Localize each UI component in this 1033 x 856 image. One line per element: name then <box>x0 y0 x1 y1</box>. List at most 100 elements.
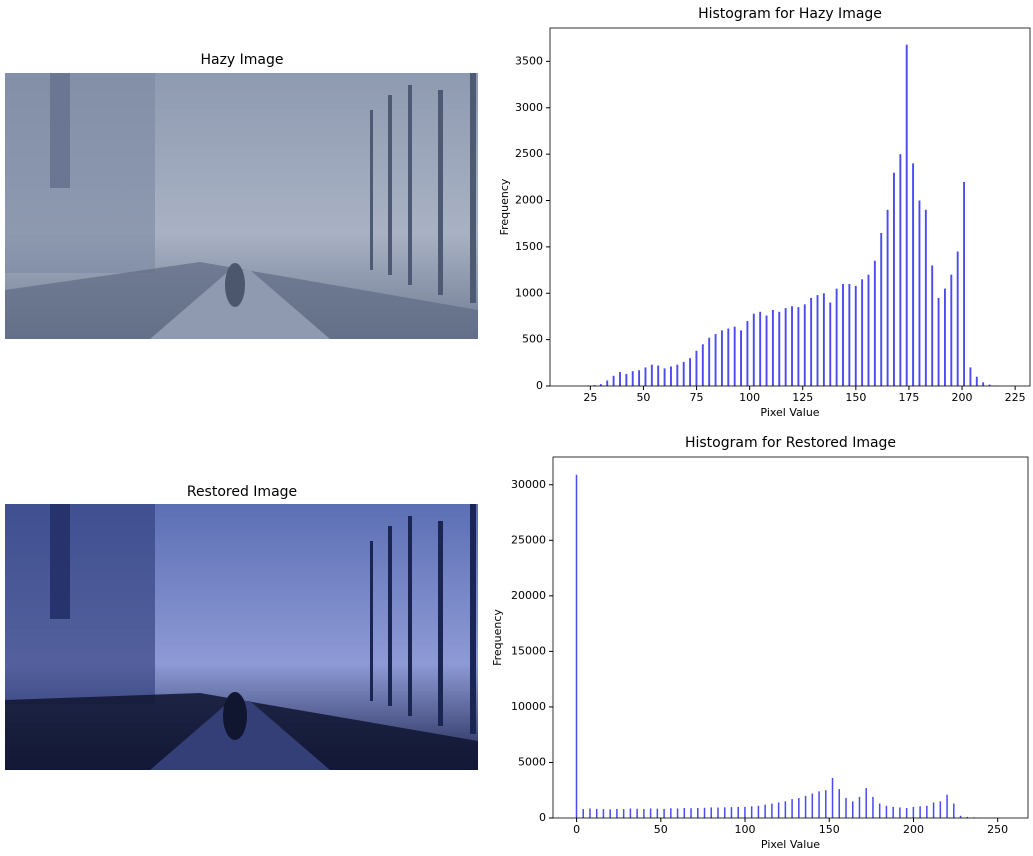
bar <box>737 806 739 818</box>
x-axis-label: Pixel Value <box>760 406 819 419</box>
image-title: Restored Image <box>187 484 297 500</box>
y-tick-label: 1000 <box>515 286 543 299</box>
bar <box>744 806 746 818</box>
bar <box>690 808 692 818</box>
bar <box>657 365 660 386</box>
y-tick-label: 3000 <box>515 101 543 114</box>
bar <box>656 808 659 818</box>
bar <box>975 376 978 386</box>
y-axis-label: Frequency <box>491 609 504 666</box>
y-tick-label: 3500 <box>515 54 543 67</box>
bar <box>612 375 615 386</box>
bar <box>791 799 793 818</box>
bar <box>650 364 653 386</box>
bar <box>937 297 940 386</box>
bar <box>777 802 780 818</box>
y-tick-label: 2500 <box>515 147 543 160</box>
bar <box>953 803 955 818</box>
bar <box>912 806 915 818</box>
x-axis-label: Pixel Value <box>761 838 820 851</box>
bar <box>912 163 915 386</box>
bar <box>784 801 787 818</box>
bar <box>822 293 825 386</box>
y-tick-label: 30000 <box>511 478 546 491</box>
bar <box>676 808 679 818</box>
bar <box>689 358 692 386</box>
bar <box>838 789 841 818</box>
bar <box>663 808 665 818</box>
x-tick-label: 50 <box>654 823 668 836</box>
bar <box>616 808 618 818</box>
x-tick-label: 100 <box>735 823 756 836</box>
bar <box>959 815 962 818</box>
bar <box>842 283 844 386</box>
y-tick-label: 15000 <box>511 644 546 657</box>
bar <box>982 382 985 386</box>
hazy-image <box>5 73 478 339</box>
bar <box>701 344 704 386</box>
chart-title: Histogram for Restored Image <box>685 435 896 451</box>
bar <box>708 337 711 386</box>
bar <box>619 372 621 386</box>
bar <box>765 315 768 386</box>
bar <box>892 806 894 818</box>
bar <box>811 793 814 818</box>
y-tick-label: 20000 <box>511 589 546 602</box>
axes-frame <box>549 27 1031 387</box>
x-tick-label: 50 <box>636 391 650 404</box>
bar <box>589 808 591 818</box>
x-tick-label: 75 <box>690 391 704 404</box>
x-tick-label: 150 <box>845 391 866 404</box>
x-tick-label: 225 <box>1005 391 1026 404</box>
bar <box>966 816 969 818</box>
restored-image <box>5 504 478 770</box>
bar <box>759 311 762 386</box>
bar <box>810 297 813 386</box>
bar <box>629 808 632 818</box>
bar <box>723 807 726 818</box>
bar <box>861 279 864 386</box>
bar <box>818 791 820 818</box>
y-axis-label: Frequency <box>498 178 511 235</box>
bar <box>798 798 800 818</box>
bar <box>867 274 870 386</box>
x-tick-label: 100 <box>739 391 760 404</box>
bar <box>803 304 806 386</box>
bar <box>926 805 928 818</box>
bar <box>905 44 908 386</box>
bar <box>797 307 800 386</box>
bar <box>804 795 807 818</box>
bar <box>885 805 888 818</box>
y-tick-label: 1500 <box>515 240 543 253</box>
bar <box>905 808 908 818</box>
bar <box>851 801 854 818</box>
bar <box>727 328 730 386</box>
bar <box>872 796 874 818</box>
bar <box>676 364 679 386</box>
x-tick-label: 200 <box>903 823 924 836</box>
x-tick-label: 125 <box>792 391 813 404</box>
bar <box>963 181 966 386</box>
bar <box>595 808 598 818</box>
x-tick-label: 25 <box>583 391 597 404</box>
bar <box>943 288 946 386</box>
y-tick-label: 10000 <box>511 700 546 713</box>
bar <box>886 209 889 386</box>
bar <box>683 808 686 818</box>
bar <box>791 306 793 386</box>
bar <box>848 283 851 386</box>
bar <box>816 295 819 386</box>
y-tick-label: 2000 <box>515 194 543 207</box>
y-tick-label: 500 <box>522 333 543 346</box>
y-tick-label: 25000 <box>511 533 546 546</box>
bar <box>757 805 760 818</box>
bar <box>670 808 672 818</box>
x-tick-label: 200 <box>952 391 973 404</box>
bar <box>720 330 723 386</box>
bar <box>771 309 774 386</box>
bar <box>710 807 713 818</box>
bar <box>854 285 857 386</box>
bar <box>670 366 672 386</box>
bar <box>625 373 628 386</box>
